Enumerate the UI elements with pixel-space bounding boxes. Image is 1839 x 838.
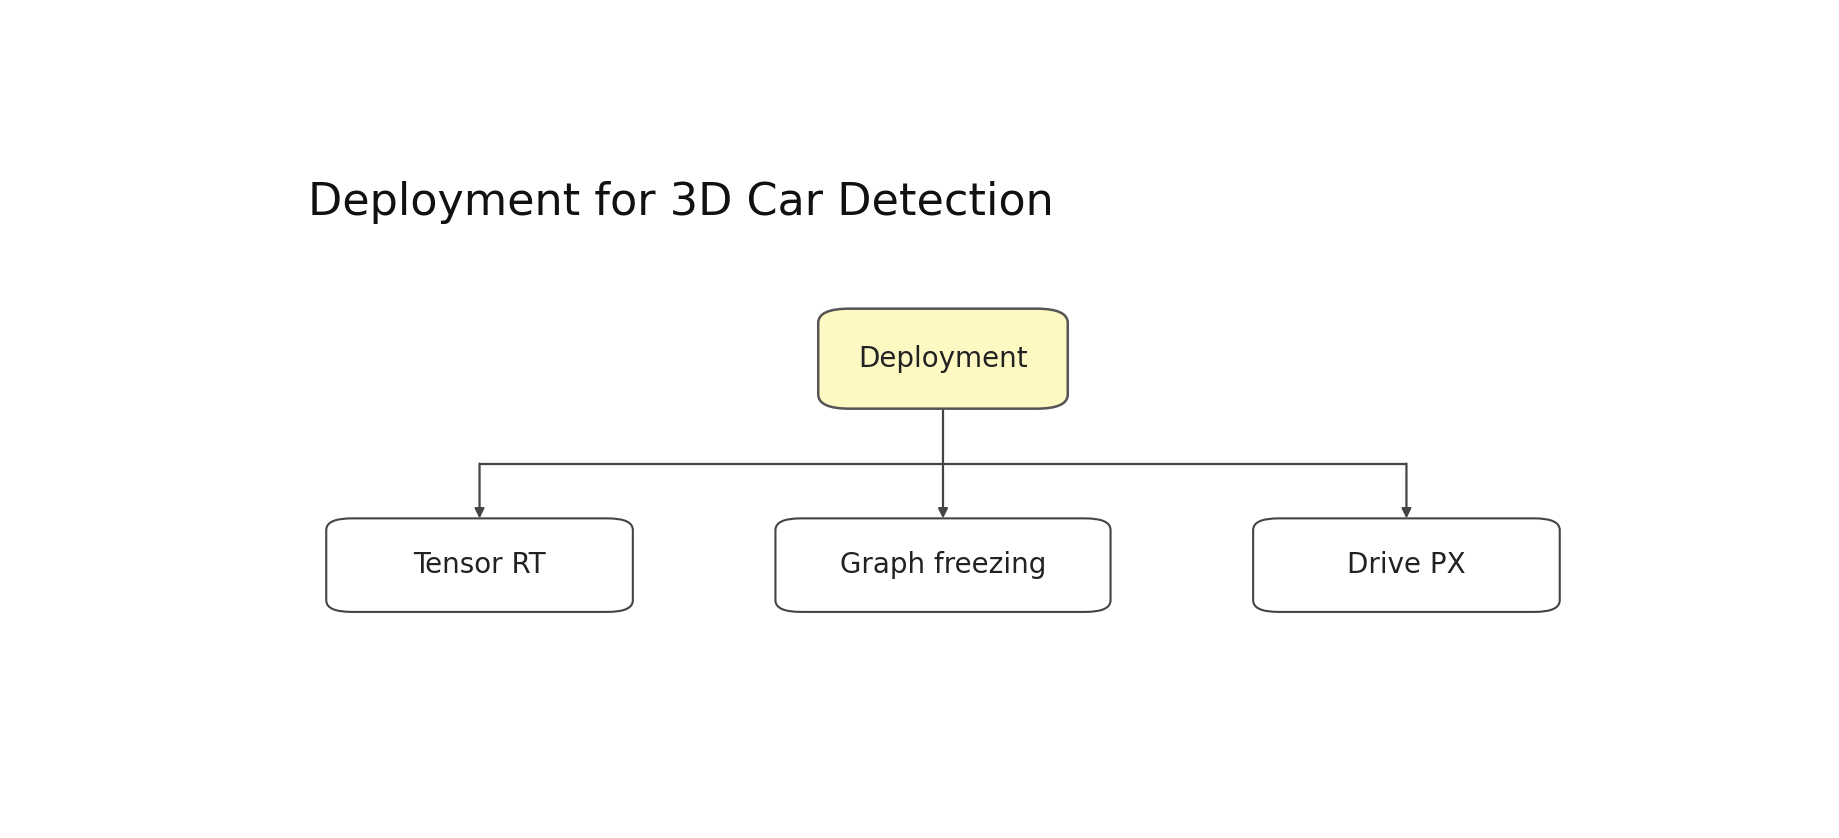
Text: Deployment for 3D Car Detection: Deployment for 3D Car Detection [309,181,1054,225]
Text: Graph freezing: Graph freezing [839,551,1046,579]
FancyBboxPatch shape [774,519,1111,612]
FancyBboxPatch shape [1252,519,1559,612]
Text: Deployment: Deployment [857,344,1028,373]
Text: Drive PX: Drive PX [1346,551,1466,579]
FancyBboxPatch shape [326,519,633,612]
FancyBboxPatch shape [818,308,1067,409]
Text: Tensor RT: Tensor RT [414,551,546,579]
